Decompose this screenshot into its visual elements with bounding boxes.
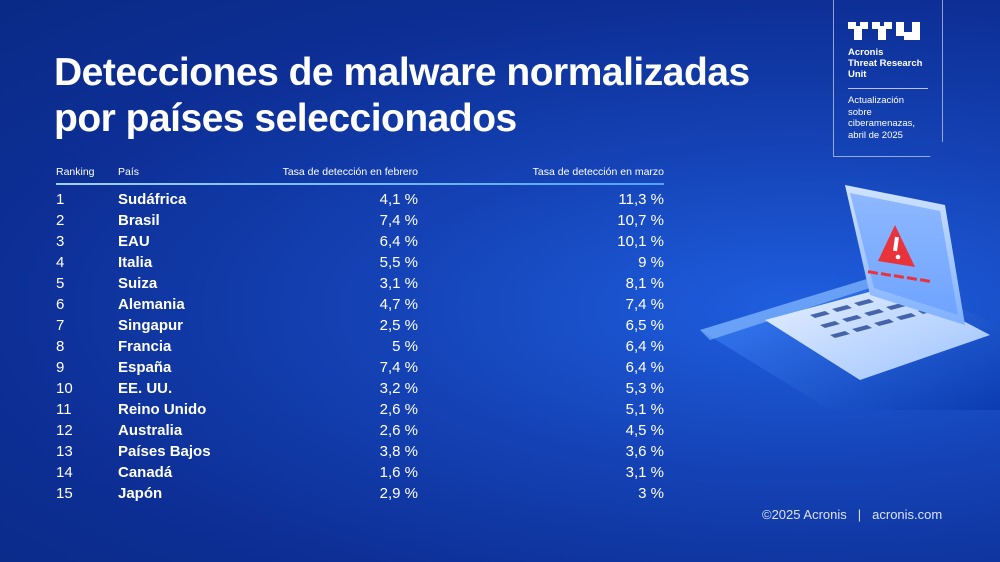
- rank-cell: 1: [56, 191, 65, 208]
- feb-rate-cell: 7,4 %: [379, 359, 418, 376]
- update-text: Actualización sobre ciberamenazas, abril…: [848, 95, 916, 141]
- mar-rate-cell: 10,7 %: [617, 212, 664, 229]
- table-row: 12 Australia 2,6 % 4,5 %: [56, 420, 664, 441]
- mar-rate-cell: 5,1 %: [625, 401, 664, 418]
- feb-rate-cell: 2,5 %: [379, 317, 418, 334]
- country-cell: Brasil: [118, 212, 160, 229]
- country-cell: EAU: [118, 233, 150, 250]
- rank-cell: 6: [56, 296, 65, 313]
- tru-logo-icon: [848, 22, 930, 40]
- detections-table: Ranking País Tasa de detección en febrer…: [56, 163, 664, 504]
- acronis-tru-badge: Acronis Threat Research Unit Actualizaci…: [833, 0, 943, 157]
- footer: ©2025 Acronis | acronis.com: [762, 507, 942, 522]
- rank-cell: 5: [56, 275, 65, 292]
- mar-rate-cell: 3,6 %: [625, 443, 664, 460]
- country-cell: Francia: [118, 338, 172, 355]
- unit-name: Acronis Threat Research Unit: [848, 47, 923, 80]
- footer-site-link[interactable]: acronis.com: [872, 507, 943, 522]
- feb-rate-cell: 3,2 %: [379, 380, 418, 397]
- rank-cell: 8: [56, 338, 65, 355]
- rank-cell: 9: [56, 359, 65, 376]
- feb-rate-cell: 1,6 %: [379, 464, 418, 481]
- table-row: 10 EE. UU. 3,2 % 5,3 %: [56, 378, 664, 399]
- feb-rate-cell: 6,4 %: [379, 233, 418, 250]
- table-row: 15 Japón 2,9 % 3 %: [56, 483, 664, 504]
- rank-cell: 10: [56, 380, 73, 397]
- mar-rate-cell: 10,1 %: [617, 233, 664, 250]
- feb-rate-cell: 2,6 %: [379, 422, 418, 439]
- country-cell: EE. UU.: [118, 380, 173, 397]
- feb-rate-cell: 5 %: [392, 338, 418, 355]
- mar-rate-cell: 6,5 %: [625, 317, 664, 334]
- mar-rate-cell: 8,1 %: [625, 275, 664, 292]
- table-row: 1 Sudáfrica 4,1 % 11,3 %: [56, 189, 664, 210]
- rank-cell: 2: [56, 212, 65, 229]
- rank-cell: 3: [56, 233, 65, 250]
- table-row: 8 Francia 5 % 6,4 %: [56, 336, 664, 357]
- country-cell: Reino Unido: [118, 401, 207, 418]
- country-cell: Singapur: [118, 317, 184, 334]
- header-country: País: [118, 165, 140, 178]
- mar-rate-cell: 5,3 %: [625, 380, 664, 397]
- table-row: 7 Singapur 2,5 % 6,5 %: [56, 315, 664, 336]
- country-cell: Países Bajos: [118, 443, 211, 460]
- rank-cell: 11: [56, 401, 72, 418]
- feb-rate-cell: 2,9 %: [379, 485, 418, 502]
- table-row: 9 España 7,4 % 6,4 %: [56, 357, 664, 378]
- rank-cell: 13: [56, 443, 73, 460]
- mar-rate-cell: 4,5 %: [625, 422, 664, 439]
- country-cell: Japón: [118, 485, 163, 502]
- laptop-warning-illustration: [690, 175, 1000, 410]
- feb-rate-cell: 3,8 %: [379, 443, 418, 460]
- table-row: 14 Canadá 1,6 % 3,1 %: [56, 462, 664, 483]
- rank-cell: 4: [56, 254, 65, 271]
- header-rank: Ranking: [56, 165, 95, 178]
- feb-rate-cell: 5,5 %: [379, 254, 418, 271]
- country-cell: España: [118, 359, 172, 376]
- feb-rate-cell: 4,1 %: [379, 191, 418, 208]
- mar-rate-cell: 11,3 %: [618, 191, 664, 208]
- rank-cell: 15: [56, 485, 73, 502]
- badge-divider: [848, 88, 928, 89]
- mar-rate-cell: 7,4 %: [625, 296, 664, 313]
- table-row: 11 Reino Unido 2,6 % 5,1 %: [56, 399, 664, 420]
- feb-rate-cell: 2,6 %: [379, 401, 418, 418]
- header-rule: [56, 183, 664, 185]
- page-title: Detecciones de malware normalizadas por …: [54, 51, 750, 140]
- footer-separator: |: [857, 507, 862, 522]
- table-row: 5 Suiza 3,1 % 8,1 %: [56, 273, 664, 294]
- mar-rate-cell: 6,4 %: [625, 359, 664, 376]
- table-row: 6 Alemania 4,7 % 7,4 %: [56, 294, 664, 315]
- country-cell: Italia: [118, 254, 153, 271]
- country-cell: Canadá: [118, 464, 173, 481]
- header-mar: Tasa de detección en marzo: [532, 165, 664, 178]
- table-row: 2 Brasil 7,4 % 10,7 %: [56, 210, 664, 231]
- country-cell: Sudáfrica: [118, 191, 187, 208]
- table-header: Ranking País Tasa de detección en febrer…: [56, 163, 664, 180]
- table-row: 13 Países Bajos 3,8 % 3,6 %: [56, 441, 664, 462]
- mar-rate-cell: 9 %: [638, 254, 664, 271]
- mar-rate-cell: 3 %: [638, 485, 664, 502]
- feb-rate-cell: 4,7 %: [379, 296, 418, 313]
- table-body: 1 Sudáfrica 4,1 % 11,3 % 2 Brasil 7,4 % 10,7 % 3…: [56, 189, 664, 504]
- country-cell: Suiza: [118, 275, 158, 292]
- feb-rate-cell: 7,4 %: [379, 212, 418, 229]
- rank-cell: 7: [56, 317, 65, 334]
- rank-cell: 12: [56, 422, 73, 439]
- country-cell: Alemania: [118, 296, 185, 313]
- rank-cell: 14: [56, 464, 73, 481]
- mar-rate-cell: 6,4 %: [625, 338, 664, 355]
- mar-rate-cell: 3,1 %: [625, 464, 664, 481]
- table-row: 3 EAU 6,4 % 10,1 %: [56, 231, 664, 252]
- header-feb: Tasa de detección en febrero: [282, 165, 418, 178]
- feb-rate-cell: 3,1 %: [379, 275, 418, 292]
- table-row: 4 Italia 5,5 % 9 %: [56, 252, 664, 273]
- copyright: ©2025 Acronis: [762, 507, 847, 522]
- country-cell: Australia: [118, 422, 183, 439]
